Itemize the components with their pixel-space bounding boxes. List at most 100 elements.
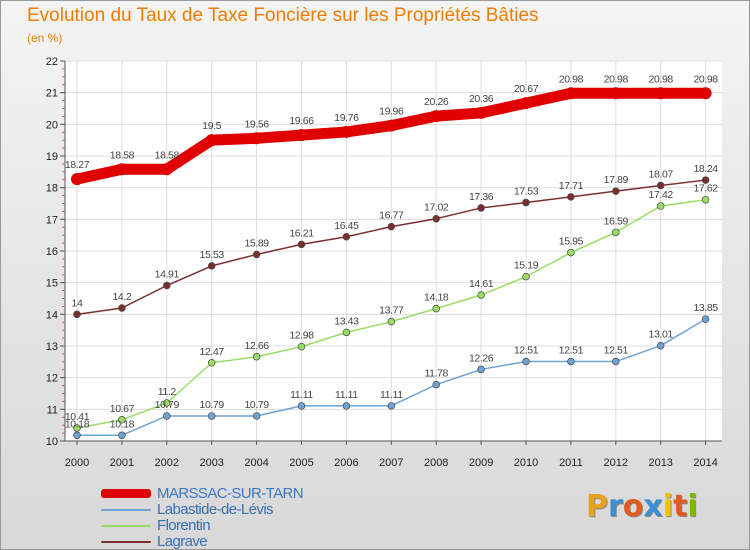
data-label: 10.67 — [110, 403, 135, 415]
legend-label: Florentin — [157, 517, 211, 534]
data-point — [115, 163, 128, 176]
data-point — [342, 402, 351, 410]
legend-item: Labastide-de-Lévis — [101, 502, 303, 517]
legend-label: MARSSAC-SUR-TARN — [157, 485, 304, 502]
data-label: 10.79 — [200, 399, 225, 411]
data-label: 12.51 — [604, 345, 629, 357]
data-label: 12.51 — [514, 345, 539, 357]
data-label: 17.62 — [693, 183, 718, 195]
data-label: 15.89 — [244, 237, 269, 249]
data-point — [207, 262, 216, 270]
y-tick-label: 13 — [46, 341, 58, 353]
data-point — [612, 228, 620, 237]
data-label: 10.18 — [110, 418, 135, 430]
logo-letter: i — [687, 489, 698, 524]
logo-letter: t — [673, 489, 688, 524]
data-point — [73, 310, 81, 319]
data-point — [701, 176, 710, 184]
data-label: 20.26 — [424, 96, 449, 108]
data-label: 16.59 — [604, 215, 629, 227]
logo-letter: i — [662, 489, 674, 524]
proxiti-logo: Proxiti — [586, 489, 698, 524]
x-tick-label: 2003 — [199, 457, 223, 469]
legend-swatch — [101, 540, 151, 543]
data-label: 20.36 — [469, 93, 494, 105]
data-point — [699, 87, 712, 100]
data-label: 14.61 — [469, 278, 494, 290]
data-point — [656, 181, 665, 190]
data-point — [567, 193, 575, 201]
data-point — [297, 240, 306, 249]
data-label: 10.41 — [65, 411, 90, 423]
data-point — [522, 272, 530, 281]
x-tick-label: 2006 — [334, 457, 358, 469]
data-point — [701, 195, 710, 204]
legend-item: Florentin — [101, 518, 303, 533]
legend-label: Labastide-de-Lévis — [157, 501, 274, 518]
data-label: 18.27 — [65, 159, 90, 171]
y-tick-label: 16 — [46, 246, 58, 258]
data-label: 19.76 — [334, 112, 359, 124]
legend-item: Lagrave — [101, 534, 303, 549]
data-label: 18.07 — [649, 168, 674, 180]
data-point — [73, 431, 81, 440]
data-point — [118, 304, 126, 312]
chart-title: Evolution du Taux de Taxe Foncière sur l… — [27, 5, 539, 26]
data-label: 15.95 — [559, 236, 584, 248]
data-label: 19.96 — [379, 106, 404, 118]
data-point — [207, 359, 216, 367]
data-point — [118, 416, 126, 424]
data-point — [252, 412, 261, 420]
data-label: 20.67 — [514, 83, 539, 95]
x-tick-label: 2007 — [379, 457, 403, 469]
data-label: 19.5 — [202, 120, 221, 132]
y-tick-label: 17 — [46, 214, 58, 226]
data-label: 17.71 — [559, 180, 584, 192]
data-point — [295, 129, 308, 142]
data-point — [520, 97, 532, 110]
legend-swatch — [101, 524, 151, 527]
y-tick-label: 12 — [46, 373, 58, 385]
data-point — [432, 380, 440, 389]
data-point — [297, 342, 306, 351]
data-point — [656, 341, 665, 350]
data-label: 18.58 — [155, 149, 180, 161]
data-point — [522, 198, 530, 207]
data-label: 10.79 — [244, 399, 269, 411]
data-point — [612, 187, 620, 195]
x-tick-label: 2008 — [424, 457, 448, 469]
legend-swatch — [101, 489, 151, 498]
data-label: 12.98 — [289, 330, 314, 342]
data-label: 11.11 — [380, 389, 403, 401]
data-label: 14.2 — [112, 291, 131, 303]
x-tick-label: 2004 — [244, 457, 268, 469]
data-label: 16.21 — [289, 227, 314, 239]
data-point — [387, 222, 396, 231]
data-point — [430, 110, 443, 123]
data-label: 14.91 — [155, 269, 180, 281]
data-point — [342, 328, 351, 337]
data-label: 15.19 — [514, 260, 539, 272]
data-label: 17.02 — [424, 202, 449, 214]
data-point — [475, 106, 488, 119]
data-label: 10.18 — [65, 418, 90, 430]
data-point — [567, 248, 575, 257]
y-tick-label: 11 — [47, 404, 58, 416]
data-label: 10.79 — [155, 399, 180, 411]
legend: MARSSAC-SUR-TARN Labastide-de-Lévis Floren… — [101, 485, 304, 550]
data-point — [71, 173, 83, 186]
x-tick-label: 2001 — [110, 457, 134, 469]
data-point — [432, 214, 440, 223]
x-tick-label: 2005 — [289, 457, 313, 469]
legend-item: MARSSAC-SUR-TARN — [101, 485, 304, 502]
data-point — [250, 132, 263, 145]
logo-letter: r — [608, 489, 623, 524]
data-label: 11.78 — [424, 368, 448, 380]
data-point — [387, 402, 396, 410]
logo-letter: o — [622, 489, 644, 524]
y-tick-label: 20 — [46, 119, 58, 131]
data-label: 20.98 — [649, 73, 674, 85]
data-label: 12.66 — [244, 340, 269, 352]
data-point — [340, 125, 353, 138]
